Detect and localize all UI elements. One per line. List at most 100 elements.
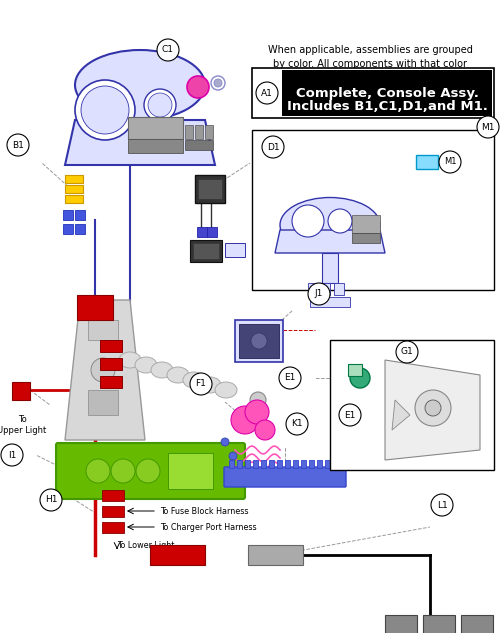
FancyBboxPatch shape: [185, 125, 193, 139]
FancyBboxPatch shape: [253, 460, 258, 468]
FancyBboxPatch shape: [100, 358, 122, 370]
FancyBboxPatch shape: [195, 175, 225, 203]
Text: J1: J1: [315, 289, 323, 299]
FancyBboxPatch shape: [102, 490, 124, 501]
Circle shape: [250, 392, 266, 408]
FancyBboxPatch shape: [193, 243, 219, 259]
Polygon shape: [392, 400, 410, 430]
FancyBboxPatch shape: [65, 185, 83, 193]
FancyBboxPatch shape: [308, 283, 318, 295]
FancyBboxPatch shape: [207, 227, 217, 237]
FancyBboxPatch shape: [416, 155, 438, 169]
Polygon shape: [65, 300, 145, 440]
FancyBboxPatch shape: [261, 460, 266, 468]
Ellipse shape: [151, 362, 173, 378]
FancyBboxPatch shape: [245, 460, 250, 468]
FancyBboxPatch shape: [205, 125, 213, 139]
FancyBboxPatch shape: [309, 460, 314, 468]
FancyBboxPatch shape: [225, 243, 245, 257]
FancyBboxPatch shape: [88, 320, 118, 340]
Text: When applicable, assemblies are grouped
by color. All components with that color: When applicable, assemblies are grouped …: [268, 45, 472, 83]
FancyBboxPatch shape: [75, 210, 85, 220]
FancyBboxPatch shape: [128, 117, 183, 139]
Text: K1: K1: [291, 420, 303, 429]
Circle shape: [255, 420, 275, 440]
FancyBboxPatch shape: [102, 522, 124, 533]
FancyBboxPatch shape: [317, 460, 322, 468]
Ellipse shape: [75, 50, 205, 120]
FancyBboxPatch shape: [352, 233, 380, 243]
FancyBboxPatch shape: [197, 227, 207, 237]
FancyBboxPatch shape: [195, 125, 203, 139]
FancyBboxPatch shape: [282, 70, 492, 116]
Circle shape: [7, 134, 29, 156]
Circle shape: [396, 341, 418, 363]
Text: C1: C1: [162, 46, 174, 54]
Text: To
Upper Light: To Upper Light: [0, 415, 46, 435]
Circle shape: [1, 444, 23, 466]
Circle shape: [190, 373, 212, 395]
FancyBboxPatch shape: [100, 376, 122, 388]
FancyBboxPatch shape: [65, 175, 83, 183]
FancyBboxPatch shape: [63, 210, 73, 220]
Text: F1: F1: [196, 380, 206, 389]
FancyBboxPatch shape: [128, 139, 183, 153]
FancyBboxPatch shape: [168, 453, 213, 489]
FancyBboxPatch shape: [385, 615, 417, 633]
FancyBboxPatch shape: [333, 460, 338, 468]
FancyBboxPatch shape: [320, 283, 330, 295]
FancyBboxPatch shape: [239, 324, 279, 358]
Circle shape: [308, 283, 330, 305]
FancyBboxPatch shape: [423, 615, 455, 633]
Circle shape: [148, 93, 172, 117]
FancyBboxPatch shape: [348, 364, 362, 376]
Circle shape: [292, 205, 324, 237]
Circle shape: [81, 86, 129, 134]
Text: A1: A1: [261, 89, 273, 97]
Circle shape: [286, 413, 308, 435]
Circle shape: [245, 400, 269, 424]
Text: H1: H1: [45, 496, 57, 505]
FancyBboxPatch shape: [352, 215, 380, 233]
FancyBboxPatch shape: [224, 467, 346, 487]
Polygon shape: [385, 360, 480, 460]
FancyBboxPatch shape: [237, 460, 242, 468]
FancyBboxPatch shape: [252, 68, 494, 118]
FancyBboxPatch shape: [235, 320, 283, 362]
Ellipse shape: [167, 367, 189, 383]
Text: Includes B1,C1,D1,and M1.: Includes B1,C1,D1,and M1.: [286, 99, 488, 113]
FancyBboxPatch shape: [75, 224, 85, 234]
FancyBboxPatch shape: [77, 295, 113, 320]
Circle shape: [279, 367, 301, 389]
FancyBboxPatch shape: [310, 297, 350, 307]
FancyBboxPatch shape: [185, 140, 213, 150]
Circle shape: [40, 489, 62, 511]
Ellipse shape: [199, 377, 221, 393]
FancyBboxPatch shape: [229, 460, 234, 468]
FancyBboxPatch shape: [63, 224, 73, 234]
Circle shape: [328, 209, 352, 233]
Circle shape: [339, 404, 361, 426]
Ellipse shape: [280, 197, 380, 253]
Text: Complete, Console Assy.: Complete, Console Assy.: [296, 87, 478, 99]
Bar: [322, 253, 338, 283]
Circle shape: [111, 459, 135, 483]
Circle shape: [229, 452, 237, 460]
FancyBboxPatch shape: [334, 283, 344, 295]
Circle shape: [214, 79, 222, 87]
Circle shape: [415, 390, 451, 426]
FancyBboxPatch shape: [343, 388, 447, 420]
Circle shape: [231, 406, 259, 434]
FancyBboxPatch shape: [301, 460, 306, 468]
FancyBboxPatch shape: [248, 545, 303, 565]
Text: E1: E1: [284, 373, 296, 382]
FancyBboxPatch shape: [325, 460, 330, 468]
FancyBboxPatch shape: [198, 179, 222, 199]
FancyBboxPatch shape: [293, 460, 298, 468]
Ellipse shape: [183, 372, 205, 388]
Text: B1: B1: [12, 141, 24, 149]
Circle shape: [431, 494, 453, 516]
Text: To Horn Harness: To Horn Harness: [160, 491, 225, 499]
Ellipse shape: [119, 352, 141, 368]
Circle shape: [350, 368, 370, 388]
